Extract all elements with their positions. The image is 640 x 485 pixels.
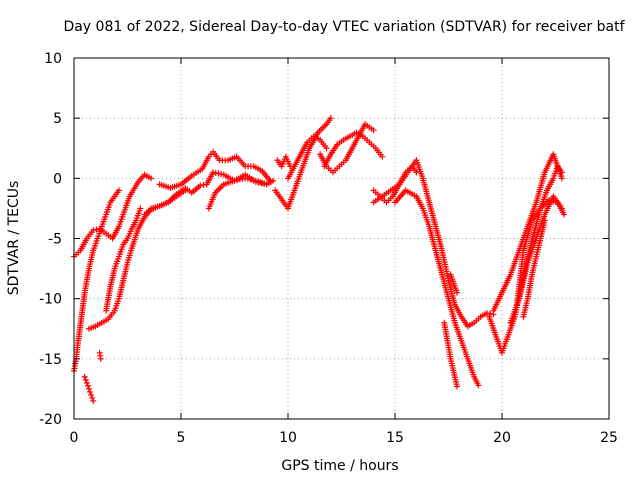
series-track-b	[71, 187, 122, 374]
data-point	[231, 177, 238, 184]
data-point	[267, 178, 274, 185]
data-point	[90, 227, 97, 234]
y-tick-label: -10	[39, 292, 62, 308]
data-point	[370, 127, 377, 134]
chart-title: Day 081 of 2022, Sidereal Day-to-day VTE…	[63, 19, 625, 35]
series-track-p	[370, 157, 497, 330]
y-tick-label: -15	[39, 352, 62, 368]
data-point-fill	[487, 310, 494, 317]
data-point-fill	[200, 181, 207, 188]
series-track-h	[156, 148, 274, 191]
data-point	[323, 145, 330, 152]
series-track-a	[71, 171, 155, 260]
data-point	[561, 211, 568, 218]
y-tick-label: 0	[53, 171, 62, 187]
data-point	[454, 289, 461, 296]
data-point-fill	[247, 176, 254, 183]
series-track-j	[274, 153, 294, 170]
x-tick-label: 0	[70, 430, 79, 446]
data-layer	[71, 115, 568, 404]
data-point-fill	[212, 169, 219, 176]
data-point-fill	[82, 376, 89, 383]
data-point-fill	[215, 170, 222, 177]
series-track-k	[272, 115, 334, 212]
data-point	[379, 153, 386, 160]
data-point-fill	[244, 175, 251, 182]
series-track-d	[96, 349, 104, 362]
data-point	[210, 169, 217, 176]
data-point	[81, 373, 88, 380]
series-track-t	[486, 163, 565, 356]
data-point	[484, 310, 491, 317]
y-tick-label: -20	[39, 412, 62, 428]
data-point-fill	[87, 388, 94, 395]
x-tick-label: 10	[279, 430, 297, 446]
data-point-fill	[84, 382, 91, 389]
data-point	[85, 385, 92, 392]
data-point-fill	[218, 171, 225, 178]
data-point-fill	[239, 175, 246, 182]
data-point-fill	[236, 176, 243, 183]
data-point	[148, 175, 155, 182]
series-track-m	[321, 129, 386, 170]
x-tick-label: 5	[177, 430, 186, 446]
data-point-fill	[234, 177, 241, 184]
series-track-u	[490, 151, 565, 314]
x-axis-label: GPS time / hours	[281, 458, 398, 474]
data-point	[197, 182, 204, 189]
series-track-w	[513, 196, 568, 308]
series-track-s	[447, 271, 461, 296]
data-point	[88, 391, 95, 398]
series-track-c	[81, 373, 97, 404]
grid-layer	[74, 58, 609, 419]
data-point	[90, 397, 97, 404]
data-point	[327, 115, 334, 122]
data-point	[454, 383, 461, 390]
data-point	[137, 205, 144, 212]
data-point	[97, 355, 104, 362]
data-point	[413, 169, 420, 176]
series-track-x	[520, 217, 548, 320]
series-track-q	[392, 187, 482, 389]
series-track-i	[205, 175, 270, 212]
x-tick-label: 15	[386, 430, 404, 446]
series-track-e	[85, 187, 189, 332]
data-point	[475, 382, 482, 389]
data-point	[541, 217, 548, 224]
data-point	[558, 175, 565, 182]
data-point-fill	[93, 226, 100, 233]
data-point-fill	[250, 177, 257, 184]
series-track-l	[285, 133, 330, 182]
y-tick-label: 5	[53, 111, 62, 127]
y-axis-label: SDTVAR / TECUs	[6, 181, 22, 296]
data-point	[115, 187, 122, 194]
data-point	[242, 175, 249, 182]
series-track-f	[103, 205, 144, 314]
x-tick-label: 20	[493, 430, 511, 446]
data-point	[263, 181, 270, 188]
data-point	[83, 379, 90, 386]
series-track-r	[441, 319, 461, 390]
y-tick-label: 10	[44, 51, 62, 67]
data-point-fill	[89, 394, 96, 401]
tick-layer: 0 5 10 15 20 25 -20 -15 -10 -5 0 5 10	[39, 51, 618, 446]
series-track-n	[317, 121, 377, 176]
x-tick-label: 25	[600, 430, 618, 446]
y-tick-label: -5	[48, 232, 62, 248]
